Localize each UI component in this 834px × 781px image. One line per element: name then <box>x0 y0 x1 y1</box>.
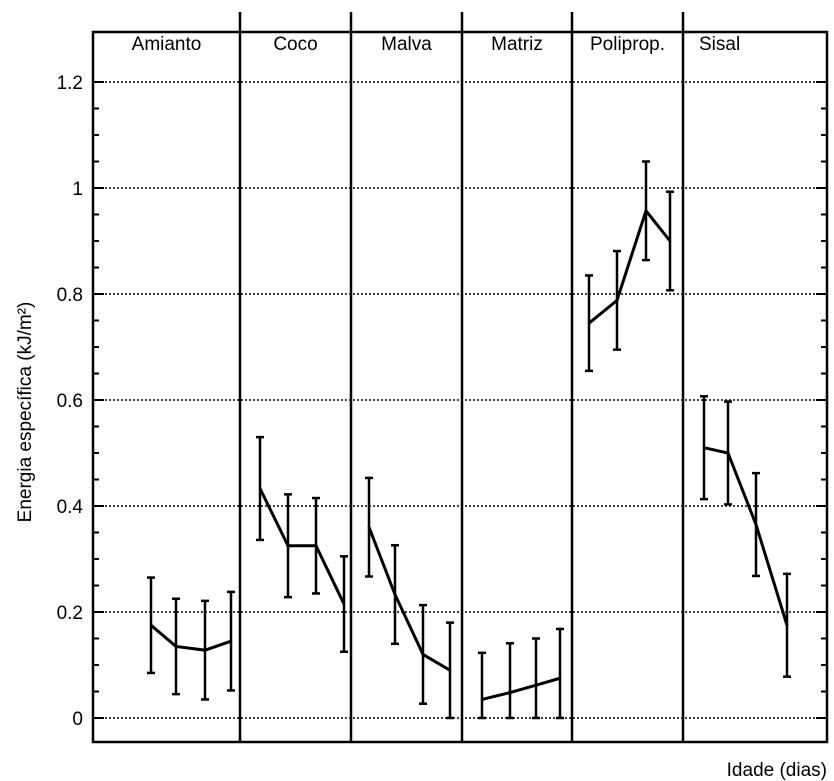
panel-label: Poliprop. <box>590 34 665 55</box>
data-point <box>149 624 153 627</box>
x-axis-title: Idade (dias) <box>727 760 827 781</box>
panel-label: Amianto <box>132 34 202 55</box>
grid-lines <box>93 81 827 719</box>
panel-label: Sisal <box>699 34 740 55</box>
data-point <box>480 698 484 701</box>
data-point <box>668 239 672 243</box>
series <box>147 160 791 720</box>
panel-label: Malva <box>381 34 432 55</box>
series-line <box>703 446 789 626</box>
y-tick-label: 1 <box>72 179 83 200</box>
data-point <box>174 645 178 648</box>
data-point <box>229 639 233 643</box>
data-point <box>644 209 648 212</box>
data-point <box>258 487 262 490</box>
data-point <box>702 446 706 449</box>
series-line <box>258 487 346 605</box>
series-line <box>367 526 451 672</box>
y-tick-label: 0 <box>72 709 83 730</box>
data-point <box>508 691 512 694</box>
panel-label: Matriz <box>491 34 543 55</box>
panel-label: Coco <box>273 34 317 55</box>
data-point <box>203 648 207 652</box>
data-point <box>558 677 562 680</box>
y-ticks <box>93 81 827 719</box>
y-tick-label: 1.2 <box>57 73 83 94</box>
y-tick-label: 0.4 <box>57 497 84 518</box>
data-point <box>726 451 730 455</box>
data-point <box>342 602 346 606</box>
data-point <box>615 299 619 302</box>
plot-frame <box>91 12 829 744</box>
data-point <box>785 624 789 627</box>
labels: 0 0.2 0.4 0.6 0.8 1 1.2 Amianto Coco Malva Matriz P… <box>57 34 741 730</box>
data-point <box>367 526 371 529</box>
data-point <box>314 544 318 547</box>
data-point <box>421 653 425 656</box>
series-line <box>150 624 232 652</box>
y-tick-label: 0.8 <box>57 285 83 306</box>
data-point <box>448 669 452 672</box>
data-point <box>587 321 591 325</box>
plot-border <box>91 30 829 744</box>
y-tick-label: 0.2 <box>57 603 83 624</box>
data-point <box>393 593 397 596</box>
data-point <box>534 683 538 687</box>
data-point <box>754 523 758 526</box>
data-point <box>286 544 290 547</box>
y-axis-title: Energia específica (kJ/m²) <box>15 302 36 523</box>
series-line <box>481 676 561 701</box>
y-tick-label: 0.6 <box>57 391 83 412</box>
series-line <box>588 207 672 325</box>
